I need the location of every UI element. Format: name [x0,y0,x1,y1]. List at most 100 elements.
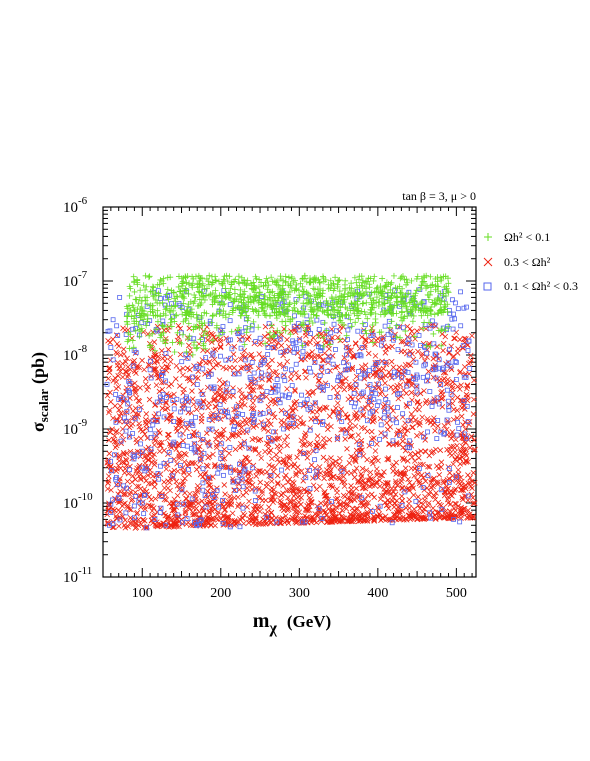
data-point-cross [163,497,170,503]
data-point-cross [332,496,339,502]
data-point-square [312,400,318,406]
data-point-cross [444,380,451,387]
data-point-plus [359,277,366,284]
data-point-cross [224,514,230,521]
data-point-square [234,404,239,410]
data-point-plus [276,309,283,316]
data-point-cross [213,436,219,443]
data-point-cross [133,385,139,392]
data-point-plus [226,311,233,318]
data-point-square [183,396,189,402]
data-point-plus [351,299,358,306]
data-point-square [108,458,113,464]
data-point-cross [204,494,211,501]
data-point-cross [137,475,144,481]
data-point-plus [355,315,362,322]
data-point-plus [373,285,380,292]
data-point-square [391,369,397,375]
data-point-cross [151,413,158,420]
data-point-cross [348,486,355,493]
data-point-plus [381,284,388,291]
data-point-plus [244,303,251,310]
data-point-plus [287,282,294,289]
data-point-cross [228,496,234,502]
data-point-square [313,448,319,454]
data-point-plus [368,326,375,333]
data-point-cross [379,472,386,479]
data-point-plus [411,301,418,308]
data-point-cross [133,395,140,401]
data-point-plus [410,312,417,319]
data-point-cross [434,509,441,516]
data-point-cross [309,408,316,415]
data-point-cross [336,461,343,467]
data-point-cross [184,463,191,469]
data-point-plus [271,292,278,299]
data-point-cross [408,328,415,335]
data-point-cross [356,513,362,519]
data-point-plus [168,287,175,294]
data-point-square [308,330,313,336]
data-point-cross [386,344,392,351]
data-point-square [313,474,318,480]
data-point-cross [266,371,273,377]
data-point-cross [293,509,300,516]
data-point-square [420,374,426,380]
data-point-square [327,354,333,360]
data-point-square [467,366,473,371]
data-point-cross [292,405,299,412]
data-point-square [203,504,209,510]
data-point-cross [122,524,129,531]
data-point-cross [200,516,206,522]
data-point-plus [231,290,238,297]
data-point-plus [431,311,438,318]
data-point-square [358,407,364,413]
data-point-cross [114,350,120,357]
data-point-square [453,359,459,365]
data-point-square [235,478,241,484]
data-point-cross [416,401,423,408]
data-point-plus [147,288,154,295]
data-point-cross [402,465,409,471]
data-point-plus [226,273,233,280]
data-point-cross [319,357,326,364]
data-point-plus [319,273,326,280]
data-point-plus [361,283,368,290]
data-point-plus [178,275,185,282]
data-point-square [356,442,362,448]
data-point-square [126,378,132,384]
data-point-cross [353,458,359,465]
data-point-plus [206,292,213,299]
data-point-cross [276,361,283,368]
data-point-square [126,434,132,440]
data-point-plus [320,343,327,350]
data-point-cross [311,518,318,524]
data-point-cross [250,446,257,452]
data-point-square [407,445,412,451]
data-point-cross [167,487,173,494]
data-point-cross [433,352,440,359]
data-point-square [460,343,466,349]
data-point-plus [382,310,389,317]
data-point-square [383,386,388,392]
data-point-cross [175,322,182,329]
data-point-cross [276,435,283,441]
data-point-cross [270,396,277,403]
data-point-square [463,374,469,380]
data-point-plus [445,280,452,287]
data-point-square [157,510,163,515]
data-point-plus [179,331,186,338]
data-point-square [214,488,220,493]
data-point-cross [398,493,405,499]
data-point-square [391,337,396,343]
data-point-cross [321,509,328,516]
data-point-cross [171,467,178,474]
data-point-square [429,318,435,324]
data-point-square [116,494,122,500]
data-point-plus [358,282,365,289]
data-point-square [251,419,256,425]
data-point-plus [254,297,261,304]
data-point-square [425,473,431,479]
data-point-cross [266,341,272,348]
data-point-square [427,325,433,331]
